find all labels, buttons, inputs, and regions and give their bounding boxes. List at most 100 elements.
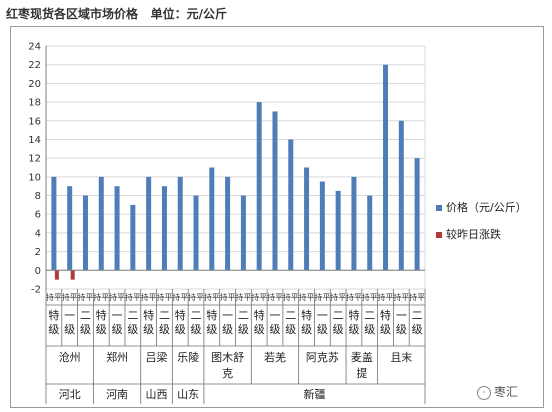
grade-label: 二级 [191,309,202,336]
grade-label: 特级 [175,308,186,336]
price-bar [367,195,373,271]
change-label: 持平 [330,292,346,302]
change-bar [54,270,59,280]
change-label: 持平 [314,292,330,302]
grade-label: 特级 [96,308,107,336]
grade-label: 特级 [380,308,391,336]
grade-label: 二级 [127,309,138,336]
y-tick-label: 16 [28,116,41,127]
price-bar [193,195,199,271]
market-label: 图木舒克 [211,350,244,380]
market-label: 郑州 [106,350,128,364]
grade-label: 特级 [348,308,359,336]
grade-label: 一级 [222,309,233,336]
grade-label: 特级 [143,308,154,336]
change-label: 持平 [251,292,267,302]
legend-label-price: 价格（元/公斤） [446,200,527,214]
grade-label: 一级 [269,309,280,336]
market-label: 若羌 [264,351,286,364]
change-label: 持平 [204,292,220,302]
price-bar [82,195,88,271]
price-bar [288,139,294,271]
chart-frame: -2 0 2 4 6 8 10 12 14 16 18 20 22 24 持平 持平 持平 持平 持平 持平 持平 持平持… [10,26,544,408]
y-tick-label: 22 [28,60,41,71]
change-label: 持平 [362,292,378,302]
market-label: 乐陵 [177,351,199,364]
price-bar [67,186,73,271]
y-tick-label: 18 [28,98,41,109]
price-bar [319,181,325,271]
grade-label: 二级 [364,309,375,336]
province-label: 山东 [177,388,199,401]
change-label: 持平 [125,292,141,302]
price-bar [414,158,420,271]
price-bar [240,195,246,271]
province-label: 河北 [59,388,81,401]
y-tick-label: 12 [28,154,41,165]
province-label: 河南 [106,388,128,401]
grade-label: 二级 [412,309,423,336]
price-bar [351,176,357,271]
change-bar [70,270,75,280]
market-label: 阿克苏 [306,351,339,364]
province-label: 新疆 [303,387,325,401]
change-label: 持平 [93,292,109,302]
page-title: 红枣现货各区域市场价格 单位：元/公斤 [6,5,227,22]
price-bar [51,176,57,271]
y-tick-label: 20 [28,79,41,90]
unit-label: 单位：元/公斤 [150,7,227,21]
legend-swatch-change [436,232,442,238]
price-bar-chart: -2024681012141618202224持平 持平 持平 持平 持平 持平 持平 持平持… [28,42,527,404]
y-tick-label: -2 [31,285,41,296]
grade-label: 二级 [238,309,249,336]
y-tick-label: 6 [35,210,41,221]
y-tick-label: 4 [35,228,41,239]
change-label: 持平 [62,292,78,302]
grade-label: 二级 [285,309,296,336]
price-bar [130,204,136,271]
change-label: 持平 [283,292,299,302]
change-label: 持平 [109,292,125,302]
change-label: 持平 [378,292,394,302]
change-label: 持平 [188,292,204,302]
price-bar [161,186,167,271]
change-label: 持平 [299,292,315,302]
change-label: 持平 [77,292,93,302]
price-bar [272,111,278,271]
change-label: 持平 [346,292,362,302]
y-tick-label: 10 [28,172,41,183]
grade-label: 特级 [48,308,59,336]
price-bar [335,190,341,271]
market-label: 麦盖提 [351,350,373,380]
change-label: 持平 [235,292,251,302]
y-tick-label: 0 [35,266,41,277]
watermark: ◦ 枣汇 [477,383,518,400]
grade-label: 一级 [64,309,75,336]
grade-label: 二级 [80,309,91,336]
market-label: 吕梁 [146,350,168,364]
grade-label: 特级 [301,308,312,336]
market-label: 且末 [390,350,412,364]
change-label: 持平 [409,292,425,302]
change-label: 持平 [141,292,157,302]
price-bar [225,176,231,271]
y-tick-label: 8 [35,191,41,202]
change-label: 持平 [156,292,172,302]
price-bar [256,102,262,271]
grade-label: 一级 [112,309,123,336]
change-label: 持平 [267,292,283,302]
grade-label: 特级 [254,308,265,336]
watermark-text: 枣汇 [494,385,519,399]
change-label: 持平 [393,292,409,302]
price-bar [383,64,389,271]
wechat-icon: ◦ [477,385,491,400]
price-bar [304,167,310,271]
grade-label: 一级 [317,309,328,336]
y-tick-label: 2 [35,247,41,258]
legend-label-change: 较昨日涨跌 [446,227,501,241]
y-tick-label: 24 [28,42,41,53]
change-label: 持平 [172,292,188,302]
grade-label: 一级 [396,309,407,336]
chart-title: 红枣现货各区域市场价格 [6,7,139,21]
price-bar [98,176,104,271]
